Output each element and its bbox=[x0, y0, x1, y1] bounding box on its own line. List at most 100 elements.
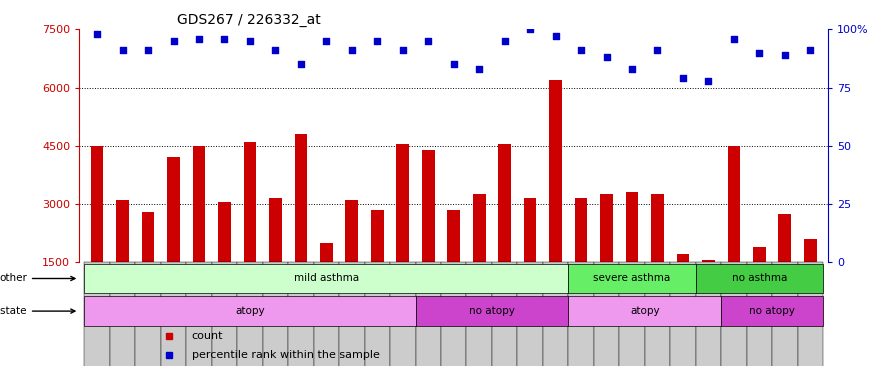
Point bbox=[574, 47, 589, 53]
Point bbox=[472, 66, 486, 72]
Bar bbox=[651, 194, 664, 320]
Bar bbox=[85, 296, 416, 326]
Text: no atopy: no atopy bbox=[749, 306, 795, 316]
Bar bbox=[390, 262, 416, 366]
Point bbox=[294, 61, 308, 67]
Bar bbox=[670, 262, 696, 366]
Bar bbox=[193, 146, 205, 320]
Bar bbox=[702, 260, 714, 320]
Point bbox=[396, 47, 410, 53]
Bar bbox=[294, 134, 307, 320]
Bar bbox=[626, 192, 639, 320]
Bar bbox=[161, 262, 186, 366]
Point bbox=[269, 47, 283, 53]
Bar bbox=[543, 262, 568, 366]
Point bbox=[167, 38, 181, 44]
Bar bbox=[371, 210, 383, 320]
Point bbox=[650, 47, 664, 53]
Bar bbox=[85, 262, 110, 366]
Bar bbox=[594, 262, 619, 366]
Point bbox=[370, 38, 384, 44]
Bar bbox=[269, 198, 282, 320]
Bar bbox=[91, 146, 103, 320]
Bar bbox=[779, 214, 791, 320]
Bar bbox=[619, 262, 645, 366]
Text: severe asthma: severe asthma bbox=[594, 273, 670, 284]
Bar bbox=[753, 247, 766, 320]
Bar bbox=[110, 262, 136, 366]
Bar bbox=[167, 157, 180, 320]
Bar bbox=[416, 296, 568, 326]
Bar bbox=[677, 254, 689, 320]
Text: count: count bbox=[192, 331, 223, 341]
Bar bbox=[473, 194, 485, 320]
Point bbox=[218, 36, 232, 41]
Bar bbox=[746, 262, 772, 366]
Bar bbox=[797, 262, 823, 366]
Point bbox=[752, 50, 766, 56]
Bar bbox=[492, 262, 517, 366]
Point bbox=[344, 47, 359, 53]
Text: no asthma: no asthma bbox=[732, 273, 787, 284]
Point bbox=[599, 54, 613, 60]
Bar bbox=[396, 144, 409, 320]
Point bbox=[243, 38, 257, 44]
Bar bbox=[422, 150, 434, 320]
Point bbox=[421, 38, 435, 44]
Text: mild asthma: mild asthma bbox=[293, 273, 359, 284]
Point bbox=[778, 52, 792, 58]
Point bbox=[115, 47, 130, 53]
Bar bbox=[263, 262, 288, 366]
Bar bbox=[696, 262, 722, 366]
Text: no atopy: no atopy bbox=[469, 306, 515, 316]
Bar bbox=[600, 194, 613, 320]
Bar bbox=[345, 200, 359, 320]
Point bbox=[625, 66, 639, 72]
Bar bbox=[288, 262, 314, 366]
Bar bbox=[549, 80, 562, 320]
Bar bbox=[320, 243, 333, 320]
Point bbox=[192, 36, 206, 41]
Bar bbox=[211, 262, 237, 366]
Bar bbox=[804, 239, 817, 320]
Bar bbox=[365, 262, 390, 366]
Bar bbox=[136, 262, 161, 366]
Bar bbox=[243, 142, 256, 320]
Bar bbox=[574, 198, 588, 320]
Text: GDS267 / 226332_at: GDS267 / 226332_at bbox=[176, 13, 321, 27]
Bar bbox=[722, 262, 746, 366]
Bar bbox=[772, 262, 797, 366]
Text: atopy: atopy bbox=[235, 306, 265, 316]
Bar bbox=[568, 296, 722, 326]
Bar bbox=[722, 296, 823, 326]
Bar bbox=[466, 262, 492, 366]
Point bbox=[447, 61, 461, 67]
Point bbox=[803, 47, 818, 53]
Point bbox=[727, 36, 741, 41]
Bar bbox=[728, 146, 740, 320]
Point bbox=[701, 78, 715, 83]
Bar bbox=[416, 262, 441, 366]
Bar bbox=[499, 144, 511, 320]
Bar bbox=[524, 198, 537, 320]
Point bbox=[549, 33, 563, 39]
Bar bbox=[448, 210, 460, 320]
Bar bbox=[116, 200, 129, 320]
Text: disease state: disease state bbox=[0, 306, 75, 316]
Bar bbox=[339, 262, 365, 366]
Bar bbox=[218, 202, 231, 320]
Bar bbox=[85, 264, 568, 293]
Point bbox=[523, 26, 537, 32]
Point bbox=[90, 31, 104, 37]
Bar bbox=[517, 262, 543, 366]
Point bbox=[676, 75, 690, 81]
Bar bbox=[645, 262, 670, 366]
Text: percentile rank within the sample: percentile rank within the sample bbox=[192, 350, 380, 361]
Bar bbox=[186, 262, 211, 366]
Text: atopy: atopy bbox=[630, 306, 660, 316]
Bar bbox=[441, 262, 466, 366]
Bar bbox=[314, 262, 339, 366]
Text: other: other bbox=[0, 273, 75, 284]
Bar bbox=[696, 264, 823, 293]
Bar bbox=[568, 262, 594, 366]
